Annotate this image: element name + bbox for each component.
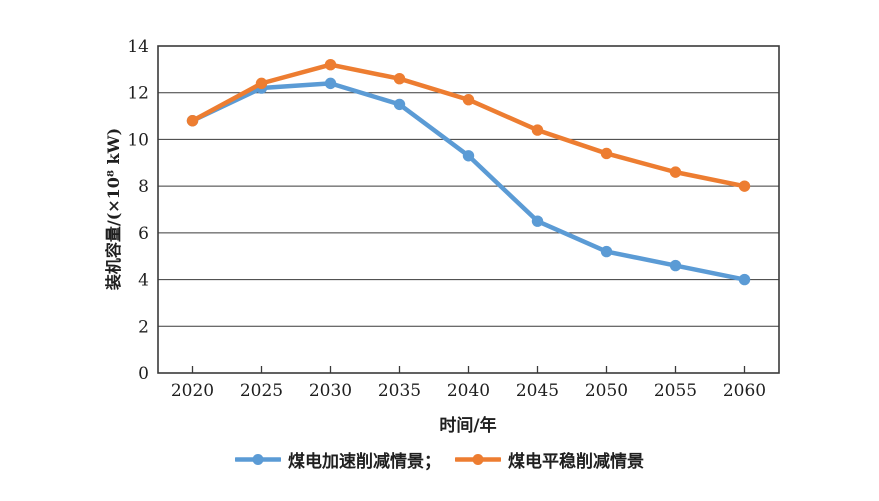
legend-item-accelerated: 煤电加速削减情景；: [235, 447, 441, 472]
x-axis-title: 时间/年: [439, 416, 497, 436]
data-point-series-1: [531, 124, 544, 136]
data-point-series-0: [393, 98, 406, 111]
data-point-series-0: [669, 259, 682, 272]
data-point-series-1: [393, 73, 406, 85]
data-point-series-0: [324, 77, 337, 90]
y-tick-label: 0: [138, 364, 149, 384]
data-point-series-0: [600, 245, 613, 258]
legend-label-steady: 煤电平稳削减情景: [508, 452, 644, 472]
series-line-0: [190, 81, 747, 282]
legend-label-accelerated: 煤电加速削减情景；: [288, 452, 441, 472]
y-tick-label: 12: [127, 84, 149, 104]
data-point-series-1: [324, 58, 337, 71]
y-tick-label: 10: [127, 130, 149, 150]
data-point-series-1: [462, 94, 475, 106]
x-tick-label: 2050: [585, 381, 628, 401]
series-line-1: [190, 62, 747, 189]
legend-item-steady: 煤电平稳削减情景: [455, 447, 644, 472]
y-tick-label: 6: [138, 224, 149, 244]
x-tick-label: 2030: [309, 381, 352, 401]
data-point-series-1: [255, 77, 268, 90]
data-point-series-1: [186, 115, 199, 127]
legend-marker-steady-icon: [455, 454, 501, 465]
x-tick-label: 2020: [171, 381, 214, 401]
data-point-series-0: [738, 273, 751, 286]
legend: 煤电加速削减情景； 煤电平稳削减情景: [0, 447, 879, 472]
y-tick-label: 8: [138, 177, 149, 197]
legend-marker-accelerated-icon: [235, 454, 281, 465]
x-tick-label: 2045: [516, 381, 559, 401]
data-point-series-0: [462, 150, 475, 162]
x-tick-label: 2055: [654, 381, 697, 401]
y-tick-label: 14: [127, 37, 149, 57]
data-point-series-1: [738, 180, 751, 192]
x-tick-label: 2060: [723, 381, 766, 401]
y-tick-label: 4: [138, 271, 149, 291]
data-point-series-1: [600, 147, 613, 160]
x-tick-label: 2035: [378, 381, 421, 401]
y-tick-label: 2: [138, 317, 149, 337]
x-tick-label: 2025: [240, 381, 283, 401]
y-axis-title: 装机容量/(×10⁸ kW): [104, 127, 123, 291]
x-tick-label: 2040: [447, 381, 490, 401]
data-point-series-1: [669, 166, 682, 178]
plot-area: 2020 2025 2030 2035 2040 2045 2050 2055 2060 0 2 4 6…: [127, 37, 780, 401]
data-point-series-0: [531, 215, 544, 227]
